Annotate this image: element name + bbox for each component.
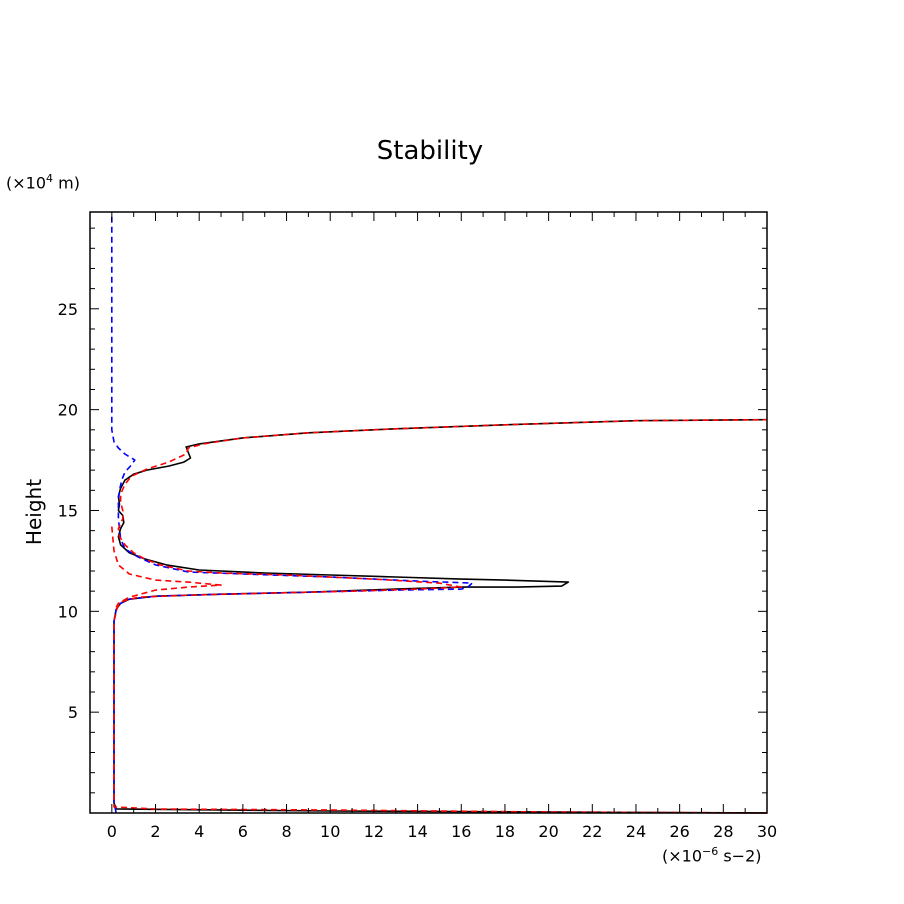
x-tick-label: 10 <box>320 822 340 841</box>
x-unit-exponent: −6 <box>702 845 719 858</box>
x-unit-prefix: (×10 <box>662 846 703 866</box>
x-tick-label: 22 <box>582 822 602 841</box>
y-unit-prefix: (×10 <box>6 173 47 193</box>
plot-frame <box>89 211 768 814</box>
x-tick-labels: 0 2 4 6 8 10 12 14 16 18 20 22 24 26 28 30 <box>107 822 777 841</box>
chart-title: Stability <box>376 136 484 166</box>
y-tick-label: 10 <box>58 602 78 621</box>
x-tick-label: 0 <box>107 822 117 841</box>
series-line-1 <box>111 212 473 814</box>
chart-series-layer <box>111 212 768 814</box>
y-tick-label: 20 <box>58 401 78 420</box>
x-tick-label: 20 <box>538 822 558 841</box>
y-tick-label: 5 <box>68 703 78 722</box>
x-tick-label: 8 <box>281 822 291 841</box>
series-line-0 <box>113 418 768 814</box>
x-unit-suffix: s−2) <box>718 846 762 866</box>
x-tick-label: 24 <box>626 822 646 841</box>
x-axis-unit: (×10−6 s−2) <box>662 845 761 865</box>
y-axis-unit: (×104 m) <box>6 172 80 192</box>
x-tick-label: 16 <box>451 822 471 841</box>
x-tick-label: 14 <box>407 822 427 841</box>
series-line-3 <box>111 526 222 608</box>
y-unit-suffix: m) <box>53 173 80 193</box>
y-tick-label: 15 <box>58 501 78 520</box>
y-tick-labels: 5 10 15 20 25 <box>58 300 78 722</box>
series-line-2 <box>113 418 768 814</box>
x-tick-label: 12 <box>364 822 384 841</box>
y-tick-label: 25 <box>58 300 78 319</box>
tick-marks <box>89 212 768 813</box>
x-tick-label: 26 <box>669 822 689 841</box>
x-tick-label: 18 <box>495 822 515 841</box>
x-tick-label: 4 <box>194 822 204 841</box>
x-tick-label: 6 <box>238 822 248 841</box>
x-tick-label: 30 <box>757 822 777 841</box>
x-tick-label: 28 <box>713 822 733 841</box>
y-unit-exponent: 4 <box>46 172 54 185</box>
x-tick-label: 2 <box>150 822 160 841</box>
y-axis-label: Height <box>22 478 46 546</box>
